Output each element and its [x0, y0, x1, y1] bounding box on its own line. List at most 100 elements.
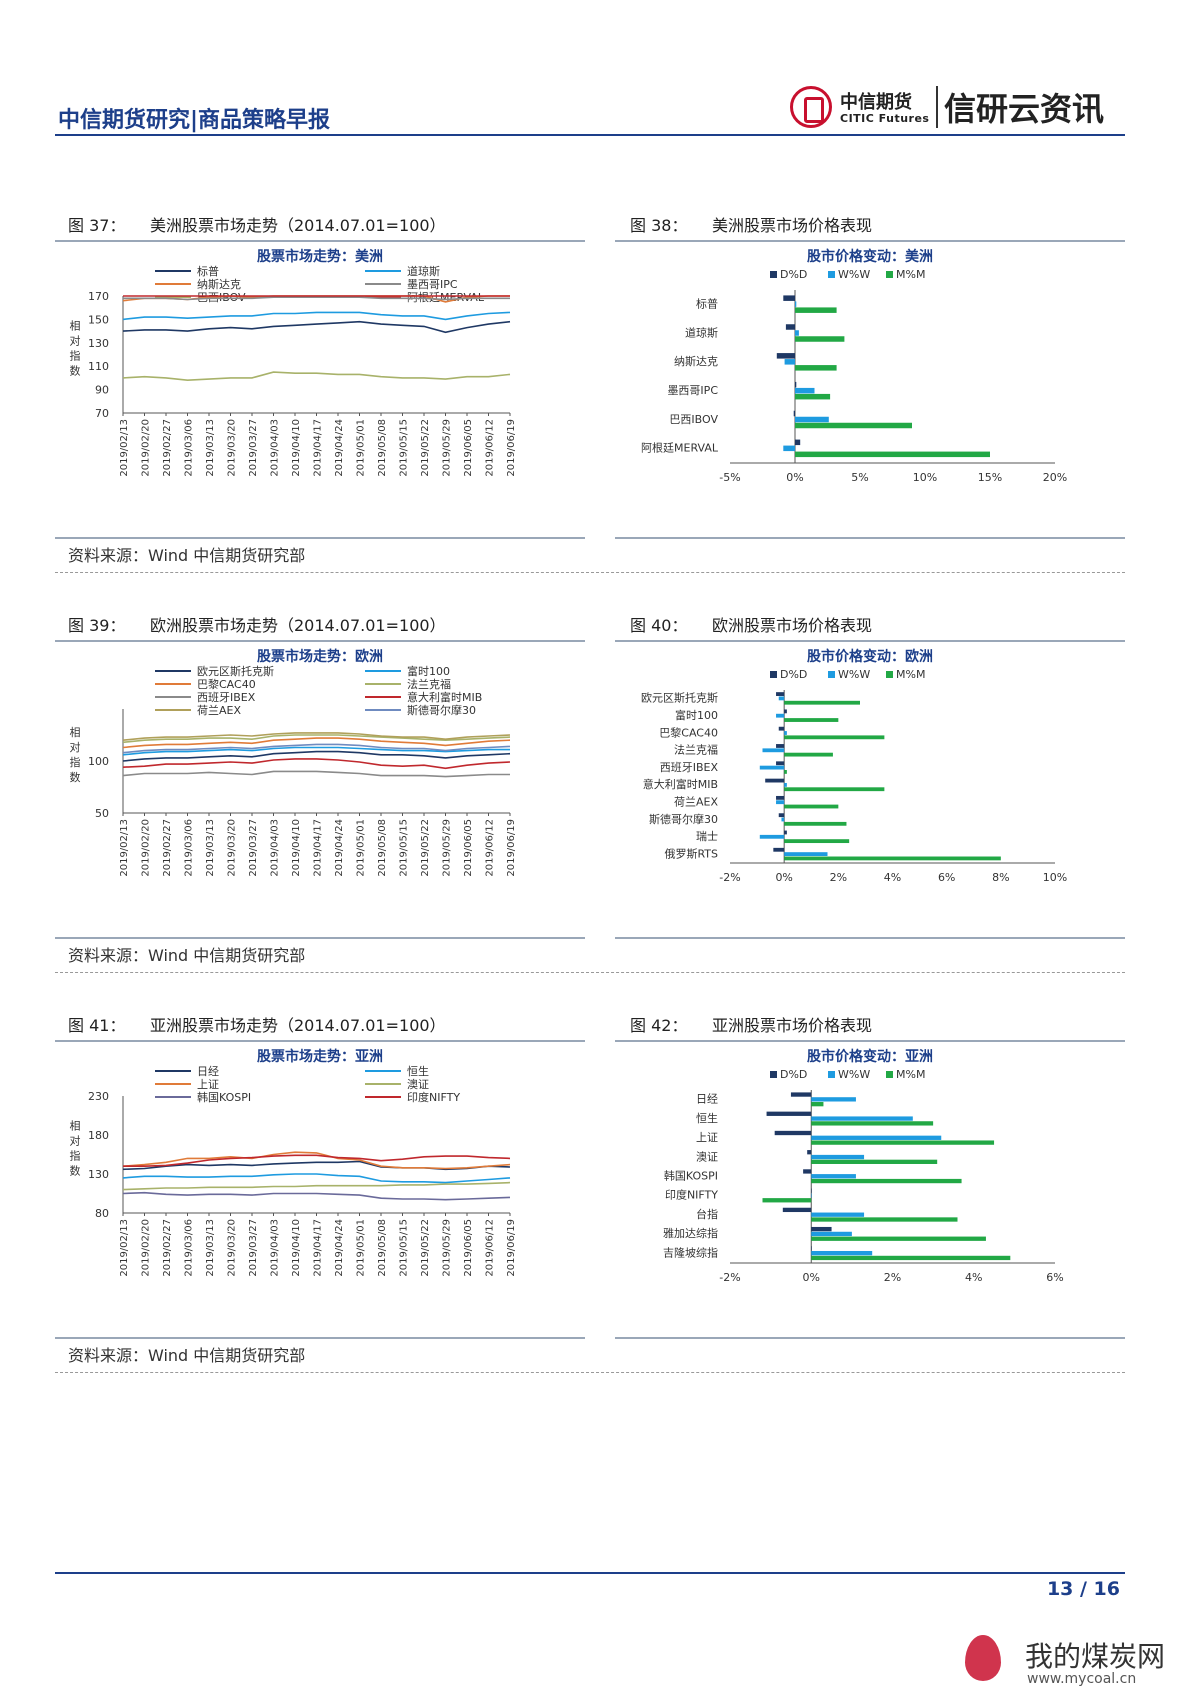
legend-label: 澳证: [407, 1078, 429, 1091]
bar: [811, 1250, 873, 1256]
figure-number: 图 39：: [68, 616, 126, 635]
legend-label: 上证: [197, 1078, 219, 1091]
source-note: 资料来源：Wind 中信期货研究部: [68, 546, 306, 565]
europe-bar-chart: 股市价格变动：欧洲D%D W%W M%M -2% 0% 2% 4% 6% 8% 10% 欧元区斯托克…: [641, 648, 1067, 884]
x-tick-label: -5%: [719, 471, 740, 484]
x-tick-label: 2019/03/27: [248, 819, 259, 877]
y-axis-label: 数: [70, 365, 81, 378]
bar: [784, 804, 839, 809]
x-tick-label: 2019/03/20: [227, 819, 238, 877]
x-tick-label: 15%: [978, 471, 1002, 484]
series-line: [122, 1181, 511, 1191]
x-tick-label: 0%: [786, 471, 803, 484]
category-label: 韩国KOSPI: [664, 1169, 718, 1183]
x-tick-label: 6%: [938, 871, 955, 884]
x-tick-label: 2019/06/12: [485, 419, 496, 477]
legend-label: W%W: [838, 268, 870, 281]
bar: [795, 422, 912, 429]
legend-swatch: [886, 271, 893, 278]
bar: [811, 1140, 995, 1145]
bar: [784, 700, 860, 705]
series-line: [122, 371, 511, 382]
series-line: [122, 734, 511, 744]
chart-title: 股票市场走势：美洲: [257, 248, 383, 265]
chart-title: 股票市场走势：欧洲: [257, 648, 383, 665]
source-note: 资料来源：Wind 中信期货研究部: [68, 1346, 306, 1365]
x-tick-label: 2019/03/27: [248, 1219, 259, 1277]
bar: [795, 387, 815, 394]
bar: [784, 359, 795, 365]
legend-label: 墨西哥IPC: [407, 278, 458, 291]
legend-label: M%M: [896, 1068, 925, 1081]
bar: [811, 1188, 812, 1193]
x-tick-label: 2019/02/20: [141, 419, 152, 477]
series-line: [122, 737, 511, 749]
bar: [811, 1116, 913, 1121]
bar: [783, 445, 795, 452]
y-axis-label: 相: [70, 320, 81, 333]
bar: [784, 821, 847, 826]
x-tick-label: -2%: [719, 871, 740, 884]
y-axis-label: 对: [70, 740, 81, 754]
series-line: [122, 758, 511, 770]
legend-label: M%M: [896, 668, 925, 681]
series-line: [122, 1151, 511, 1170]
bar: [811, 1236, 986, 1241]
bar: [793, 410, 795, 417]
x-tick-label: 0%: [803, 1271, 820, 1284]
y-tick-label: 100: [88, 755, 109, 768]
y-axis-label: 相: [70, 726, 81, 739]
y-axis-label: 对: [70, 1134, 81, 1148]
x-tick-label: 2019/02/27: [162, 1219, 173, 1277]
category-label: 墨西哥IPC: [667, 384, 718, 397]
x-tick-label: 4%: [884, 871, 901, 884]
legend-swatch: [828, 671, 835, 678]
y-tick-label: 150: [88, 313, 109, 326]
bar: [776, 744, 785, 748]
series-line: [122, 1173, 511, 1184]
section-divider: [55, 572, 1125, 573]
legend-swatch: [770, 671, 777, 678]
y-axis-label: 数: [70, 1165, 81, 1178]
bar: [784, 839, 850, 844]
figure-rule: [55, 1040, 585, 1042]
bar: [811, 1231, 852, 1237]
bar: [795, 381, 797, 388]
x-tick-label: 2019/04/03: [270, 419, 281, 477]
x-tick-label: 2019/02/27: [162, 419, 173, 477]
x-tick-label: 2019/04/24: [334, 819, 345, 877]
y-tick-label: 80: [95, 1207, 109, 1220]
x-tick-label: 2019/04/03: [270, 819, 281, 877]
bar: [778, 813, 785, 818]
series-line: [123, 1154, 511, 1167]
header-rule: [55, 134, 1125, 136]
y-axis-label: 数: [70, 771, 81, 784]
bar: [762, 1198, 812, 1203]
figure-rule: [55, 240, 585, 242]
x-tick-label: 2019/05/22: [420, 819, 431, 877]
category-label: 阿根廷MERVAL: [641, 441, 719, 455]
legend-label: 日经: [197, 1065, 219, 1078]
bar: [795, 301, 797, 307]
y-tick-label: 90: [95, 384, 109, 397]
category-label: 欧元区斯托克斯: [641, 691, 718, 705]
bar: [759, 834, 785, 839]
x-tick-label: 2019/06/19: [506, 819, 517, 877]
series-line: [122, 746, 510, 756]
bar: [811, 1226, 832, 1232]
legend-label: 韩国KOSPI: [197, 1090, 251, 1104]
x-tick-label: 2019/05/08: [377, 419, 388, 477]
y-tick-label: 50: [95, 807, 109, 820]
category-label: 上证: [696, 1131, 718, 1144]
bar: [776, 800, 785, 805]
bar: [784, 731, 787, 735]
bar: [784, 830, 787, 835]
bar: [776, 692, 785, 696]
legend-swatch: [828, 1071, 835, 1078]
legend-label: D%D: [780, 1068, 807, 1081]
legend-swatch: [770, 1071, 777, 1078]
bar: [795, 451, 990, 458]
series-line: [122, 320, 511, 334]
category-label: 雅加达综指: [663, 1226, 718, 1240]
